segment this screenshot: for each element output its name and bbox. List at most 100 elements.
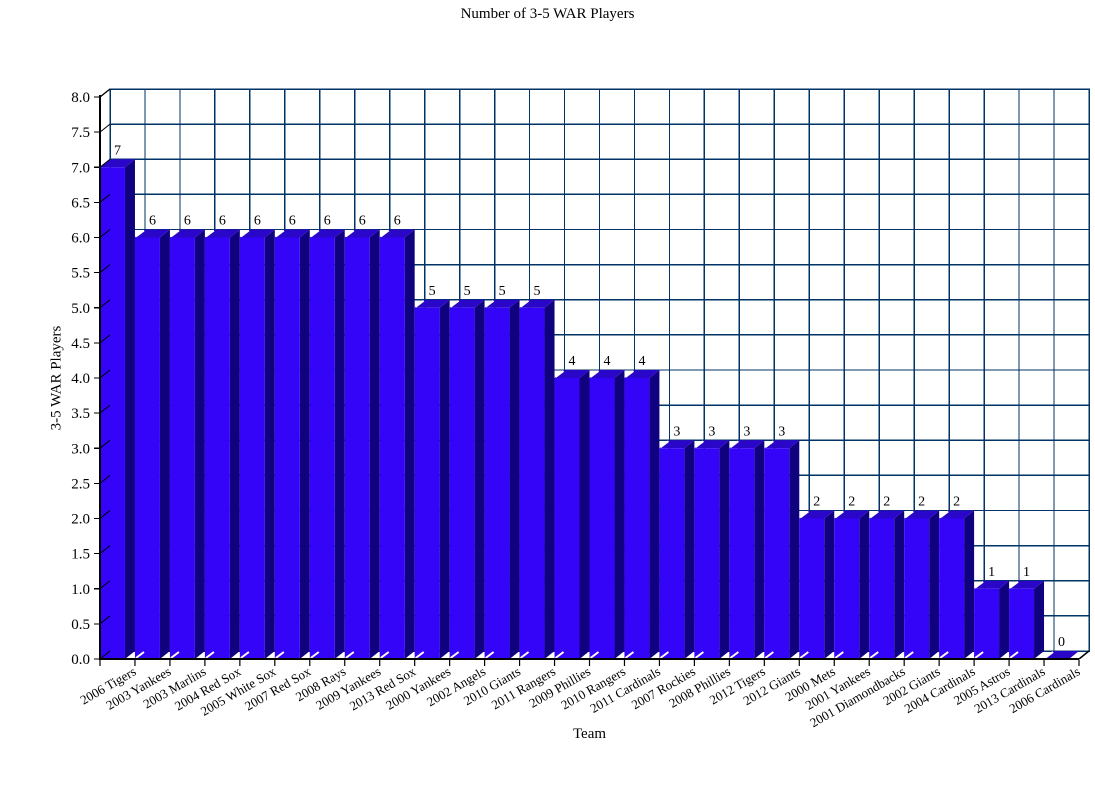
bar — [694, 448, 720, 659]
bar-side-face — [369, 229, 380, 659]
bar-side-face — [404, 229, 415, 659]
bar-gap-slash-top — [310, 229, 320, 238]
bar-side-face — [264, 229, 275, 659]
bar-side-face — [929, 510, 940, 659]
bar-gap-slash-bottom — [519, 651, 530, 659]
y-tick-label: 0.5 — [71, 617, 90, 633]
bar-value-label: 2 — [953, 495, 960, 510]
bar — [274, 237, 300, 659]
bar-gap-slash-bottom — [904, 651, 914, 659]
bar-value-label: 2 — [848, 495, 855, 510]
bar — [239, 237, 265, 659]
bar-gap-slash-top — [589, 370, 600, 378]
bar-gap-slash-bottom — [764, 651, 774, 659]
bar — [449, 307, 475, 659]
bar-side-face — [824, 510, 835, 659]
bar-value-label: 0 — [1058, 635, 1065, 650]
y-axis-tick-3d — [99, 123, 111, 133]
y-axis-tick-3d — [99, 615, 111, 625]
bar-side-face — [439, 299, 450, 659]
y-tick-label: 2.5 — [71, 476, 90, 492]
bar-gap-slash-top — [415, 299, 425, 308]
y-tick-label: 3.0 — [71, 441, 90, 457]
bar-gap-slash-bottom — [240, 651, 250, 659]
bar-gap-slash-top — [380, 229, 390, 238]
bar-gap-slash-bottom — [380, 651, 390, 659]
bar-gap-slash-top — [345, 229, 355, 238]
y-axis-tick-3d — [99, 193, 111, 203]
bar-gap-slash-bottom — [310, 651, 320, 659]
y-tick-label: 6.0 — [71, 231, 90, 247]
bar-gap-slash-bottom — [485, 651, 495, 659]
bar-side-face — [1034, 580, 1045, 659]
bar-gap-slash-bottom — [694, 651, 704, 659]
chart-title: Number of 3-5 WAR Players — [460, 6, 635, 22]
bar — [974, 588, 1000, 659]
bar-value-label: 5 — [464, 284, 471, 299]
bar-gap-slash-top — [659, 440, 670, 449]
bar-gap-slash-bottom — [869, 651, 879, 659]
bar-value-label: 1 — [988, 565, 995, 580]
bar-gap-slash-top — [869, 510, 879, 519]
bar-side-face — [614, 370, 625, 659]
bar — [869, 518, 895, 659]
bar-gap-slash-bottom — [345, 651, 355, 659]
bar-gap-slash-bottom — [659, 651, 670, 659]
bar-gap-slash-top — [554, 370, 565, 378]
y-tick-label: 3.5 — [71, 406, 90, 422]
y-tick-label: 1.5 — [71, 547, 90, 563]
bar-gap-slash-bottom — [624, 651, 635, 659]
bar-gap-slash-top — [135, 229, 145, 238]
y-tick-label: 2.0 — [71, 512, 90, 528]
bar-side-face — [789, 440, 800, 659]
bar-gap-slash-bottom — [415, 651, 425, 659]
bar-value-label: 2 — [813, 495, 820, 510]
bar-gap-slash-bottom — [1009, 651, 1019, 659]
bar — [589, 378, 615, 659]
bar-side-face — [859, 510, 870, 659]
bar-gap-slash-top — [729, 440, 739, 449]
wall-corner-bottom-right — [1078, 650, 1090, 660]
y-tick-label: 6.5 — [71, 195, 90, 211]
bar-gap-slash-top — [694, 440, 704, 449]
y-tick-label: 5.5 — [71, 266, 90, 282]
bar-value-label: 3 — [743, 424, 750, 439]
y-axis-tick-3d — [99, 334, 111, 344]
bar — [624, 378, 650, 659]
bar-value-label: 6 — [254, 214, 261, 229]
y-axis-tick-3d — [99, 229, 111, 238]
bar-side-face — [544, 299, 555, 659]
bar-gap-slash-bottom — [450, 651, 460, 659]
y-axis-tick-3d — [99, 369, 111, 379]
bar-value-label: 5 — [429, 284, 436, 299]
y-axis-tick-3d — [99, 404, 111, 414]
bar-gap-slash-bottom — [974, 651, 984, 659]
y-axis-title: 3-5 WAR Players — [48, 325, 65, 431]
bar-gap-slash-bottom — [589, 651, 600, 659]
y-axis-tick-3d — [99, 264, 111, 274]
bar-side-face — [999, 580, 1010, 659]
bar-side-face — [894, 510, 905, 659]
bar-value-label: 6 — [359, 214, 366, 229]
y-tick-label: 5.0 — [71, 301, 90, 317]
bar-side-face — [579, 370, 590, 659]
bar-gap-slash-top — [939, 510, 949, 519]
bar — [309, 237, 335, 659]
bar — [100, 167, 125, 659]
bar-gap-slash-bottom — [1044, 651, 1054, 659]
bar-gap-slash-bottom — [275, 651, 285, 659]
y-axis-tick-3d — [99, 299, 111, 309]
bar-side-face — [719, 440, 730, 659]
bar-side-face — [229, 229, 240, 659]
bar — [414, 307, 440, 659]
bar-side-face — [299, 229, 310, 659]
bar — [834, 518, 860, 659]
bar-value-label: 3 — [708, 424, 715, 439]
bar-gap-slash-bottom — [799, 651, 809, 659]
bar-gap-slash-top — [485, 299, 495, 308]
bar — [729, 448, 755, 659]
y-axis-tick-3d — [99, 439, 111, 449]
bar-side-face — [754, 440, 765, 659]
bar-value-label: 3 — [673, 424, 680, 439]
